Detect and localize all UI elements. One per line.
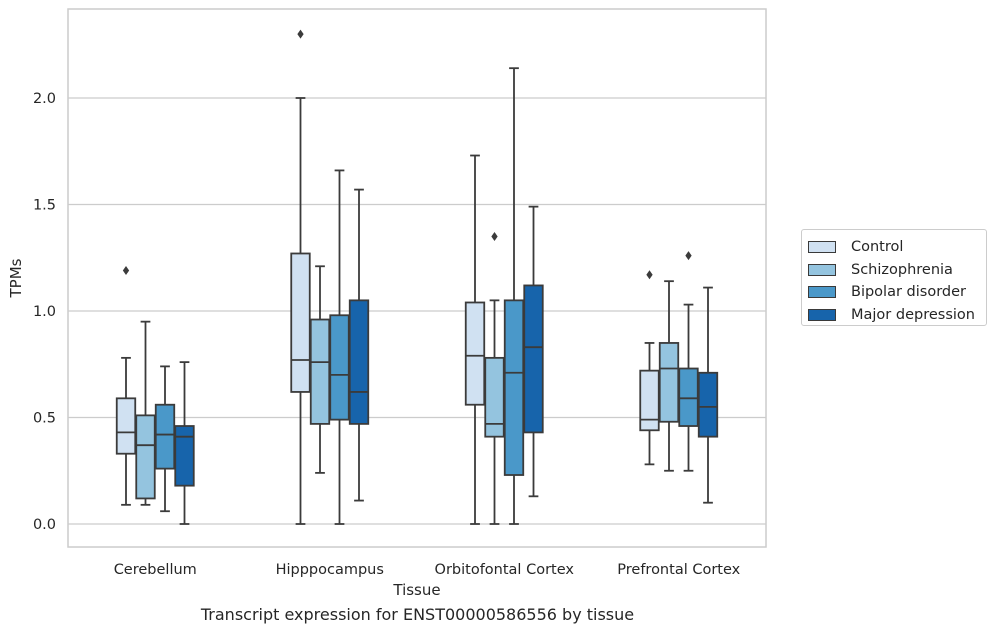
- box: [154, 365, 176, 513]
- box: [484, 231, 505, 525]
- outlier-marker: [297, 29, 304, 39]
- iqr-box: [135, 414, 156, 500]
- box: [658, 280, 680, 472]
- box: [348, 188, 370, 502]
- iqr-box: [678, 367, 699, 427]
- box: [464, 154, 486, 525]
- box: [678, 251, 699, 472]
- iqr-box: [309, 318, 331, 425]
- y-tick-label: 1.0: [33, 304, 56, 320]
- legend-item: Schizophrenia: [808, 259, 986, 282]
- iqr-box: [348, 299, 370, 425]
- chart-legend: Control Schizophrenia Bipolar disorder Majo…: [801, 229, 987, 326]
- x-tick-label: Orbitofontal Cortex: [435, 562, 575, 578]
- iqr-box: [523, 284, 544, 434]
- x-tick-label: Hipppocampus: [276, 562, 384, 578]
- y-axis-title: TPMs: [7, 258, 25, 298]
- legend-swatch: [808, 263, 836, 276]
- box: [329, 169, 350, 525]
- box: [639, 270, 660, 466]
- outlier-marker: [646, 270, 653, 280]
- box-group-prefrontal-cortex: [639, 251, 719, 504]
- iqr-box: [329, 314, 350, 421]
- iqr-box: [503, 299, 525, 476]
- iqr-box: [697, 371, 719, 438]
- iqr-box: [174, 425, 195, 487]
- y-tick-label: 0.0: [33, 517, 56, 533]
- legend-swatch: [808, 241, 836, 254]
- iqr-box: [639, 369, 660, 432]
- figure-caption: Transcript expression for ENST0000058655…: [200, 605, 635, 624]
- iqr-box: [154, 403, 176, 470]
- y-tick-label: 2.0: [33, 91, 56, 107]
- outlier-marker: [122, 266, 130, 276]
- iqr-box: [115, 397, 137, 455]
- legend-label: Control: [851, 239, 904, 256]
- box-group-orbitofontal-cortex: [464, 67, 544, 525]
- legend-swatch: [808, 286, 836, 299]
- box: [174, 361, 195, 525]
- box-group-cerebellum: [115, 266, 195, 525]
- x-tick-label: Cerebellum: [114, 562, 197, 578]
- box: [523, 205, 544, 498]
- y-tick-label: 1.5: [33, 198, 56, 214]
- box: [503, 67, 525, 525]
- legend-item: Major depression: [808, 304, 986, 327]
- legend-label: Major depression: [851, 306, 975, 323]
- y-tick-label: 0.5: [33, 411, 56, 427]
- box: [115, 266, 137, 506]
- outlier-marker: [685, 251, 692, 261]
- box: [697, 286, 719, 504]
- box: [290, 29, 311, 525]
- legend-label: Schizophrenia: [851, 261, 953, 278]
- outlier-marker: [491, 231, 498, 241]
- legend-label: Bipolar disorder: [851, 284, 966, 301]
- iqr-box: [484, 356, 505, 438]
- iqr-box: [658, 342, 680, 423]
- box: [135, 320, 156, 506]
- iqr-box: [290, 252, 311, 393]
- legend-swatch: [808, 308, 836, 321]
- box: [309, 265, 331, 474]
- plot-frame: [67, 8, 767, 548]
- legend-item: Bipolar disorder: [808, 281, 986, 304]
- x-axis-title: Tissue: [392, 581, 440, 599]
- box-group-hipppocampus: [290, 29, 370, 525]
- x-tick-label: Prefrontal Cortex: [617, 562, 740, 578]
- iqr-box: [464, 301, 486, 406]
- legend-item: Control: [808, 236, 986, 259]
